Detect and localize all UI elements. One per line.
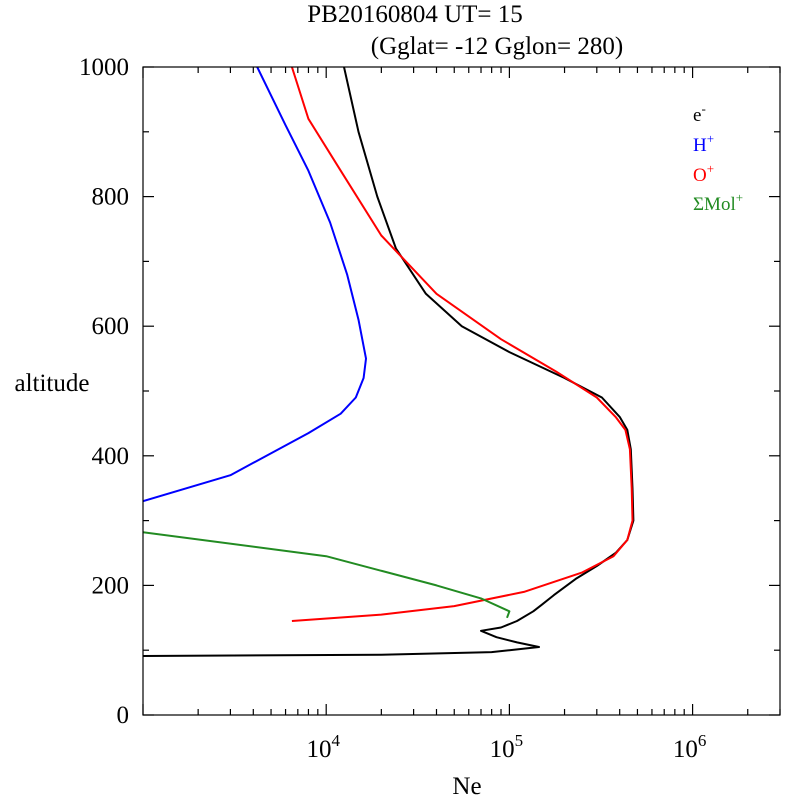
series-line-1 — [143, 67, 367, 503]
chart-title-line2: (Gglat= -12 Gglon= 280) — [371, 33, 623, 60]
axes-layer: 0 200 400 600 800 1000 104 105 106 — [79, 54, 781, 763]
legend-entry-0: e- — [693, 101, 706, 126]
y-tick-label: 0 — [117, 702, 130, 729]
legend: e- H+ O+ ΣMol+ — [693, 101, 743, 215]
series-layer — [143, 67, 635, 657]
chart-title-line1: PB20160804 UT= 15 — [307, 1, 523, 28]
x-tick-label: 105 — [490, 731, 523, 763]
x-axis-label: Ne — [452, 773, 481, 796]
legend-entry-1: H+ — [693, 131, 714, 156]
y-tick-label: 200 — [92, 572, 130, 599]
series-line-0 — [143, 67, 635, 657]
plot-frame — [142, 66, 781, 716]
x-tick-label: 104 — [306, 731, 340, 763]
legend-entry-3: ΣMol+ — [693, 190, 743, 215]
y-tick-label: 1000 — [79, 54, 129, 81]
x-tick-label: 106 — [673, 731, 707, 763]
y-tick-label: 400 — [92, 443, 130, 470]
y-tick-label: 600 — [92, 313, 130, 340]
y-axis-label: altitude — [15, 370, 90, 397]
y-tick-label: 800 — [92, 184, 130, 211]
legend-entry-2: O+ — [693, 161, 714, 186]
series-line-2 — [290, 67, 634, 622]
series-line-3 — [143, 531, 511, 619]
